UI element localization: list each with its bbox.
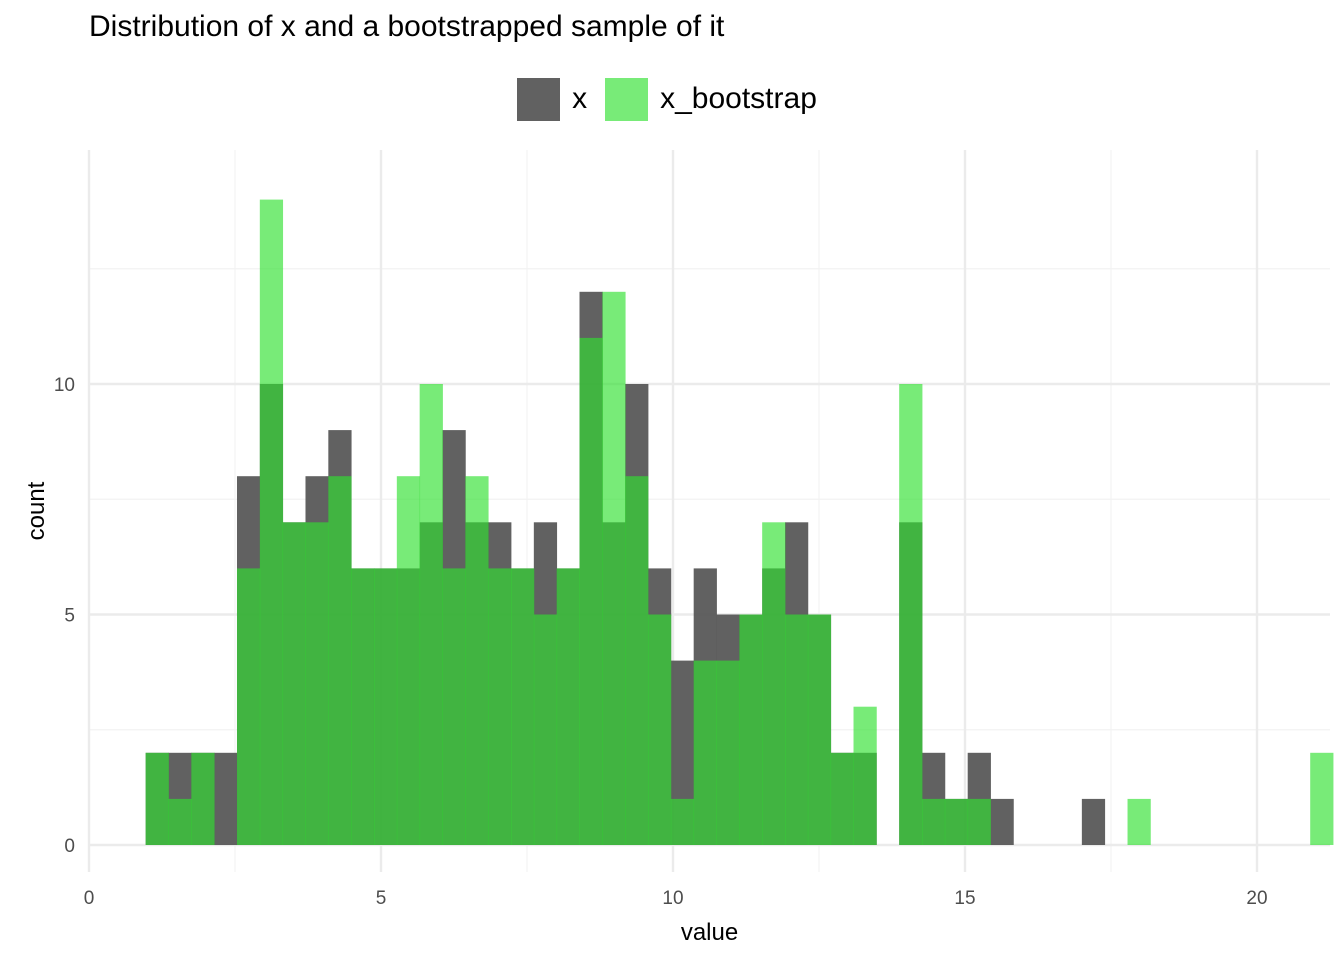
bar-x-bootstrap (944, 798, 969, 845)
legend-item-x: x (517, 77, 597, 121)
bar-x-bootstrap (967, 798, 991, 845)
bar-x-bootstrap (670, 798, 695, 845)
chart-title: Distribution of x and a bootstrapped sam… (89, 10, 725, 43)
bar-x-bootstrap (556, 568, 580, 845)
bar-x-bootstrap (899, 384, 923, 845)
bar-x-bootstrap (739, 614, 763, 845)
legend-swatch-x (517, 77, 561, 121)
bar-x-bootstrap (716, 660, 740, 845)
bar-x-bootstrap (785, 614, 809, 845)
bar-x-bootstrap (693, 660, 717, 845)
bar-x-bootstrap (419, 384, 443, 845)
x-tick-label: 10 (662, 888, 683, 909)
bar-x-bootstrap (762, 522, 786, 845)
legend-label-x: x (572, 82, 588, 115)
bar-x-bootstrap (830, 752, 854, 845)
bar-x-bootstrap (465, 476, 489, 845)
bar-x-bootstrap (807, 614, 832, 845)
bar-x-bootstrap (1127, 798, 1151, 845)
x-tick-label: 15 (954, 888, 975, 909)
bar-x-bootstrap (853, 706, 877, 845)
bar-x-bootstrap (259, 199, 284, 846)
y-tick-label: 5 (64, 606, 75, 627)
legend: x x_bootstrap (0, 76, 1344, 122)
legend-item-x-bootstrap: x_bootstrap (605, 77, 827, 121)
x-tick-label: 5 (376, 888, 387, 909)
legend-label-x-bootstrap: x_bootstrap (660, 82, 817, 115)
bar-x-bootstrap (488, 568, 512, 845)
bar-x (990, 798, 1014, 845)
bar-x-bootstrap (328, 476, 352, 845)
bar-x-bootstrap (145, 752, 169, 845)
bar-x-bootstrap (442, 568, 466, 845)
bar-x-bootstrap (351, 568, 375, 845)
bar-x-bootstrap (236, 568, 261, 845)
bar-x-bootstrap (373, 568, 398, 845)
bar-x-bootstrap (648, 614, 672, 845)
bar-x-bootstrap (191, 752, 215, 845)
bar-x-bootstrap (579, 337, 603, 845)
y-tick-label: 0 (64, 836, 75, 857)
bar-x (214, 752, 238, 845)
bar-x (1081, 798, 1106, 845)
x-axis-title: value (681, 919, 738, 946)
bar-x-bootstrap (625, 476, 649, 845)
bar-x-bootstrap (533, 614, 558, 845)
bar-x-bootstrap (168, 798, 192, 845)
bar-x-bootstrap (396, 476, 421, 845)
bar-x-bootstrap (510, 568, 535, 845)
bar-x-bootstrap (305, 522, 329, 845)
bar-x-bootstrap (922, 798, 946, 845)
y-tick-label: 10 (54, 375, 75, 396)
bar-x-bootstrap (602, 291, 626, 845)
legend-swatch-x-bootstrap (605, 77, 649, 121)
bar-x-bootstrap (282, 522, 306, 845)
x-tick-label: 0 (84, 888, 95, 909)
y-axis-title: count (23, 481, 50, 540)
x-tick-label: 20 (1246, 888, 1267, 909)
bar-x-bootstrap (1310, 752, 1334, 845)
